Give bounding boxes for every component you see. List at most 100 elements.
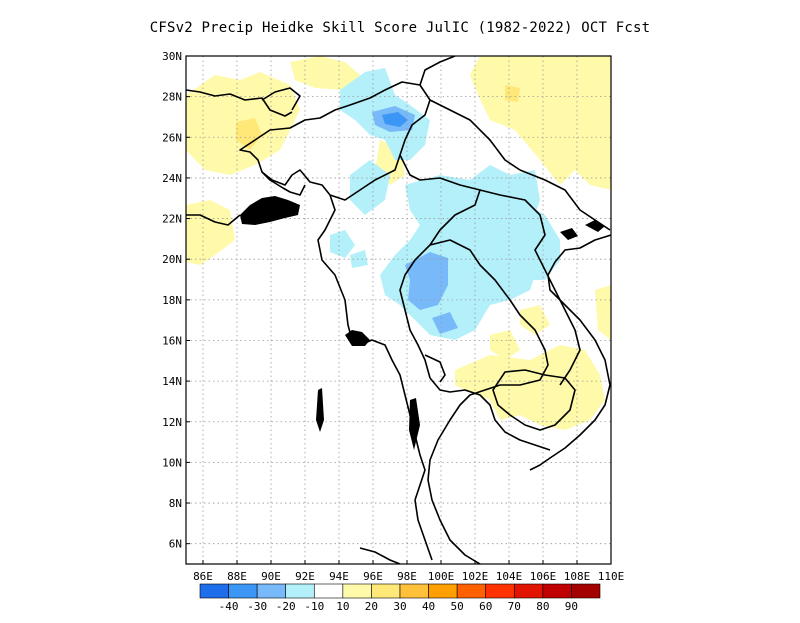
colorbar-legend: -40 -30 -20 -10 10 20 30 40 50 60 70 80 90 — [199, 583, 601, 613]
shade-yellow-west — [186, 200, 235, 265]
lat-tick-label: 8N — [169, 497, 182, 510]
border-thai-coast — [429, 377, 551, 451]
colorbar-swatch — [228, 583, 258, 599]
lon-tick-label: 86E — [193, 570, 213, 583]
border-thailand — [427, 239, 549, 564]
delta-features — [240, 196, 605, 450]
colorbar-label: 20 — [365, 600, 378, 613]
border-bangladesh — [239, 81, 431, 201]
lat-tick-label: 12N — [162, 416, 182, 429]
border-bangla-inner — [261, 171, 306, 196]
colorbar-swatch — [285, 583, 315, 599]
lon-tick-label: 94E — [329, 570, 349, 583]
sundarbans — [240, 196, 300, 225]
shade-yellowmid-nw — [236, 118, 262, 150]
colorbar-label: 80 — [536, 600, 549, 613]
latitude-labels: 30N 28N 26N 24N 22N 20N 18N 16N 14N 12N 10N 8N 6N — [162, 50, 190, 551]
border-myanmar-china — [419, 56, 456, 86]
island-c — [585, 220, 605, 232]
border-vietnam-coast — [529, 234, 611, 471]
lat-tick-label: 10N — [162, 456, 182, 469]
colorbar-label: 50 — [451, 600, 464, 613]
colorbar-label: -10 — [304, 600, 324, 613]
border-cambodia — [492, 369, 576, 431]
lat-tick-label: 22N — [162, 213, 182, 226]
shade-medblue-thai — [405, 252, 448, 310]
coast-south-islands — [359, 547, 401, 564]
coast-malay — [414, 499, 433, 561]
shade-yellow-mid — [490, 330, 520, 360]
island-d — [560, 228, 578, 240]
irrawaddy-delta — [345, 330, 370, 346]
lon-tick-label: 102E — [462, 570, 489, 583]
map-frame — [185, 55, 612, 565]
colorbar-label: -40 — [219, 600, 239, 613]
lon-tick-label: 100E — [428, 570, 455, 583]
lat-tick-label: 16N — [162, 334, 182, 347]
lat-tick-label: 6N — [169, 538, 182, 551]
lon-tick-label: 106E — [530, 570, 557, 583]
island-b — [409, 398, 420, 450]
lat-tick-label: 20N — [162, 253, 182, 266]
lat-tick-label: 14N — [162, 375, 182, 388]
shade-medblue-south — [432, 312, 458, 334]
colorbar-swatch — [485, 583, 515, 599]
lat-tick-label: 18N — [162, 294, 182, 307]
shade-yellow-top — [290, 56, 360, 90]
border-bay-coast-w — [186, 214, 241, 226]
colorbar-label: -20 — [276, 600, 296, 613]
colorbar-label: 10 — [336, 600, 349, 613]
colorbar-swatch — [428, 583, 458, 599]
colorbar-swatch — [513, 583, 544, 599]
colorbar-label: 70 — [508, 600, 521, 613]
colorbar-swatch — [542, 583, 572, 599]
colorbar-swatch — [371, 583, 401, 599]
lon-tick-label: 96E — [363, 570, 383, 583]
gridlines — [186, 56, 611, 564]
longitude-labels: 86E 88E 90E 92E 94E 96E 98E 100E 102E 104E 106E 108… — [193, 560, 624, 583]
coast-inner — [424, 354, 446, 383]
border-myanmar — [317, 194, 426, 501]
lat-tick-label: 26N — [162, 131, 182, 144]
lon-tick-label: 92E — [295, 570, 315, 583]
border-laos — [479, 189, 581, 386]
lat-tick-label: 30N — [162, 50, 182, 63]
shade-yellow-seasia — [455, 345, 605, 430]
border-myanmar-east — [399, 154, 481, 379]
lon-tick-label: 104E — [496, 570, 523, 583]
skill-shading — [186, 56, 611, 430]
colorbar-swatch — [456, 583, 487, 599]
colorbar-label: 90 — [565, 600, 578, 613]
colorbar-swatch — [199, 583, 229, 599]
shade-blue-burma — [350, 160, 390, 215]
shade-blue-west — [330, 230, 355, 258]
shade-strongblue — [382, 112, 408, 127]
colorbar-label: 60 — [479, 600, 492, 613]
colorbar-swatch — [571, 583, 601, 599]
shade-yellowmid-ne — [505, 85, 520, 102]
lon-tick-label: 90E — [261, 570, 281, 583]
lon-tick-label: 108E — [564, 570, 591, 583]
shade-yellow-east — [595, 285, 611, 340]
lon-tick-label: 110E — [598, 570, 625, 583]
shade-blue-east — [490, 200, 560, 280]
lon-tick-label: 88E — [227, 570, 247, 583]
lat-tick-label: 24N — [162, 172, 182, 185]
colorbar-swatch — [256, 583, 287, 599]
shade-yellow-laos — [520, 305, 550, 335]
colorbar-label: -30 — [247, 600, 267, 613]
colorbar-label: 30 — [393, 600, 406, 613]
border-china — [429, 99, 521, 171]
colorbar-label: 40 — [422, 600, 435, 613]
colorbar-swatch — [313, 583, 344, 599]
border-bhutan — [261, 87, 301, 111]
island-a — [316, 388, 324, 432]
figure-title: CFSv2 Precip Heidke Skill Score JulIC (1… — [149, 20, 651, 36]
lon-tick-label: 98E — [397, 570, 417, 583]
lat-tick-label: 28N — [162, 91, 182, 104]
coastlines-borders — [186, 56, 611, 564]
border-nepal — [186, 89, 293, 117]
colorbar-swatch — [342, 583, 372, 599]
